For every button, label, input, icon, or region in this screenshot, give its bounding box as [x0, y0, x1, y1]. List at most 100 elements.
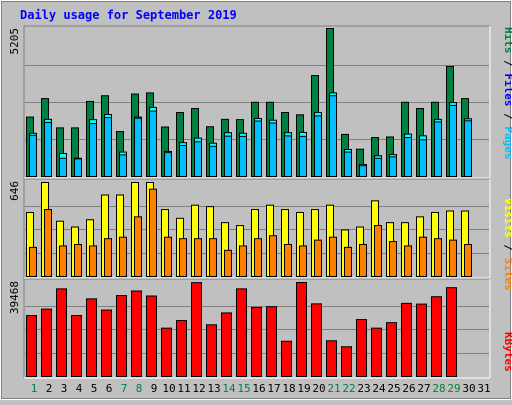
- bar-kbytes-day-17: [266, 306, 277, 378]
- bar-kbytes-day-20: [311, 303, 322, 378]
- legend-sites: Sites: [502, 258, 512, 291]
- bar-pages-day-6: [104, 117, 112, 178]
- x-label-day-27: 27: [417, 382, 430, 395]
- bar-pages-day-30: [464, 120, 472, 178]
- bar-sites-day-11: [179, 238, 187, 277]
- bar-sites-day-3: [59, 245, 67, 277]
- x-label-day-22: 22: [342, 382, 355, 395]
- bar-pages-day-20: [314, 115, 322, 177]
- bar-sites-day-20: [314, 239, 322, 277]
- bar-kbytes-day-23: [356, 319, 367, 378]
- bars-visits: [26, 182, 472, 278]
- bar-pages-day-15: [239, 135, 247, 177]
- x-label-day-30: 30: [462, 382, 475, 395]
- bar-sites-day-13: [209, 238, 217, 277]
- x-label-day-26: 26: [402, 382, 415, 395]
- x-label-day-2: 2: [46, 382, 53, 395]
- legend-sep-2: /: [502, 107, 512, 127]
- bar-sites-day-18: [284, 243, 292, 277]
- x-label-day-4: 4: [76, 382, 83, 395]
- bar-sites-day-4: [74, 243, 82, 277]
- bar-sites-day-17: [269, 235, 277, 278]
- bar-kbytes-day-29: [446, 287, 457, 378]
- x-label-day-6: 6: [106, 382, 113, 395]
- bar-pages-day-7: [119, 154, 127, 178]
- bar-sites-day-22: [344, 246, 352, 277]
- panel-visits: [23, 178, 491, 279]
- legend-sep-3: /: [502, 238, 512, 258]
- bar-kbytes-day-6: [101, 309, 112, 378]
- legend-hits: Hits: [502, 27, 512, 54]
- bar-kbytes-day-19: [296, 282, 307, 377]
- bar-sites-day-10: [164, 236, 172, 278]
- bar-pages-day-27: [419, 139, 427, 177]
- bar-kbytes-day-2: [41, 308, 52, 378]
- bar-kbytes-day-22: [341, 346, 352, 377]
- bar-sites-day-2: [44, 209, 52, 277]
- bar-sites-day-30: [464, 243, 472, 277]
- bar-kbytes-day-11: [176, 320, 187, 378]
- bar-pages-day-16: [254, 120, 262, 177]
- bar-kbytes-day-26: [401, 302, 412, 377]
- chart-title: Daily usage for September 2019: [20, 8, 237, 22]
- bar-sites-day-8: [134, 216, 142, 278]
- bar-sites-day-23: [359, 243, 367, 277]
- bar-sites-day-21: [329, 236, 337, 278]
- y-max-label-kbytes: 39468: [8, 281, 21, 314]
- legend-pages: Pages: [502, 126, 512, 159]
- x-label-day-15: 15: [237, 382, 250, 395]
- bar-pages-day-21: [329, 95, 337, 177]
- bar-kbytes-day-10: [161, 327, 172, 378]
- bar-pages-day-12: [194, 141, 202, 177]
- bar-sites-day-9: [149, 188, 157, 277]
- bar-kbytes-day-8: [131, 290, 142, 378]
- panel-kbytes: [23, 278, 491, 379]
- bar-pages-day-1: [29, 134, 37, 178]
- x-label-day-7: 7: [121, 382, 128, 395]
- y-max-label-visits: 646: [8, 181, 21, 201]
- bar-kbytes-day-16: [251, 306, 262, 378]
- x-label-day-21: 21: [327, 382, 340, 395]
- bar-pages-day-28: [434, 121, 442, 177]
- bar-kbytes-day-21: [326, 340, 337, 377]
- x-label-day-5: 5: [91, 382, 98, 395]
- bar-pages-day-24: [374, 157, 382, 177]
- bar-kbytes-day-13: [206, 324, 217, 378]
- bars-hits: [26, 28, 472, 178]
- x-label-day-20: 20: [312, 382, 325, 395]
- x-label-day-3: 3: [61, 382, 68, 395]
- x-label-day-18: 18: [282, 382, 295, 395]
- x-label-day-24: 24: [372, 382, 386, 395]
- x-label-day-25: 25: [387, 382, 400, 395]
- bar-sites-day-14: [224, 249, 232, 277]
- bar-pages-day-14: [224, 135, 232, 178]
- legend-sep-1: /: [502, 54, 512, 74]
- bar-kbytes-day-9: [146, 295, 157, 377]
- bar-kbytes-day-12: [191, 282, 202, 377]
- x-label-day-10: 10: [162, 382, 175, 395]
- bar-pages-day-2: [44, 121, 52, 177]
- bar-pages-day-13: [209, 145, 217, 178]
- bar-kbytes-day-24: [371, 327, 382, 378]
- bar-kbytes-day-28: [431, 296, 442, 377]
- bar-pages-day-29: [449, 104, 457, 177]
- bar-sites-day-15: [239, 245, 247, 277]
- bar-sites-day-7: [119, 236, 127, 278]
- bar-kbytes-day-15: [236, 288, 247, 377]
- bar-sites-day-1: [29, 246, 37, 277]
- bar-pages-day-5: [89, 123, 97, 177]
- x-label-day-31: 31: [477, 382, 490, 395]
- bar-sites-day-24: [374, 225, 382, 278]
- panel-hits: [23, 25, 491, 179]
- bar-kbytes-day-5: [86, 298, 97, 378]
- x-label-day-28: 28: [432, 382, 445, 395]
- bar-sites-day-19: [299, 245, 307, 277]
- outer-border-shadow: [1, 1, 511, 399]
- bar-pages-day-18: [284, 135, 292, 177]
- bar-pages-day-22: [344, 151, 352, 177]
- bars-kbytes: [26, 282, 457, 378]
- bar-sites-day-29: [449, 239, 457, 277]
- bar-sites-day-5: [89, 245, 97, 277]
